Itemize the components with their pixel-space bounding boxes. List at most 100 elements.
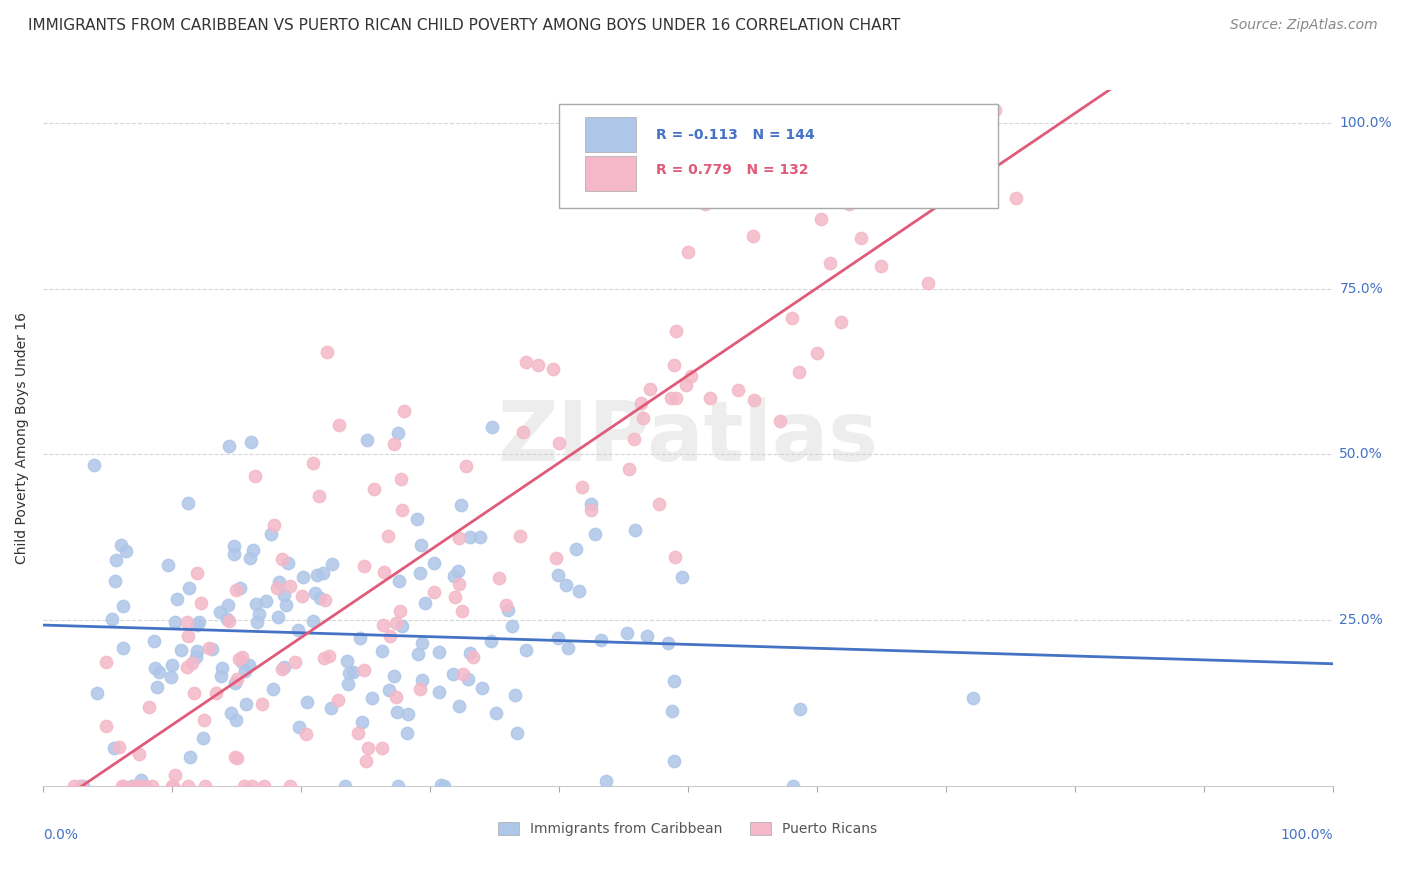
Point (384, 690, 406, 705)
Point (141, 779, 163, 793)
Point (124, 779, 146, 793)
Point (321, 557, 343, 571)
Point (515, 642, 537, 657)
Point (347, 726, 370, 740)
Point (187, 615, 209, 629)
Point (391, 503, 413, 517)
Point (423, 556, 446, 570)
Point (468, 529, 491, 543)
Point (591, 632, 613, 647)
Point (177, 779, 200, 793)
Point (273, 659, 295, 673)
Point (818, 256, 841, 270)
Point (163, 615, 186, 629)
Point (176, 659, 198, 673)
Point (451, 604, 474, 618)
Point (114, 544, 136, 558)
Point (423, 584, 446, 599)
Point (254, 593, 277, 607)
Point (291, 570, 314, 584)
Point (444, 590, 467, 604)
Point (183, 686, 205, 700)
Point (162, 779, 184, 793)
Point (266, 581, 288, 595)
Point (380, 630, 402, 644)
Point (454, 459, 477, 474)
Point (395, 726, 418, 740)
Point (463, 650, 485, 665)
Point (664, 324, 686, 338)
Point (585, 526, 607, 541)
Point (361, 691, 384, 706)
Point (373, 618, 395, 632)
Point (411, 635, 433, 649)
Point (389, 604, 412, 618)
Point (242, 543, 264, 558)
Point (186, 644, 208, 658)
Point (953, 106, 976, 120)
Point (681, 368, 703, 383)
Point (495, 598, 517, 612)
Point (657, 635, 679, 649)
Point (193, 713, 215, 727)
Point (377, 529, 399, 543)
Point (661, 704, 683, 718)
Point (385, 706, 408, 720)
Point (411, 673, 433, 687)
Point (427, 645, 450, 659)
Point (387, 426, 409, 441)
Point (675, 378, 697, 392)
Point (240, 779, 263, 793)
Point (789, 701, 811, 715)
Point (406, 511, 429, 525)
Point (742, 228, 765, 243)
FancyBboxPatch shape (585, 118, 637, 153)
Point (451, 667, 474, 681)
Point (554, 578, 576, 592)
Point (176, 615, 198, 629)
Point (218, 614, 240, 628)
Point (278, 578, 301, 592)
Point (232, 779, 254, 793)
Point (917, 276, 939, 290)
Point (409, 566, 432, 581)
Point (250, 697, 273, 711)
Point (240, 435, 263, 450)
Point (568, 584, 591, 599)
Point (253, 779, 276, 793)
Text: IMMIGRANTS FROM CARIBBEAN VS PUERTO RICAN CHILD POVERTY AMONG BOYS UNDER 16 CORR: IMMIGRANTS FROM CARIBBEAN VS PUERTO RICA… (28, 18, 900, 33)
Point (893, 148, 915, 162)
Point (664, 358, 686, 372)
Point (228, 651, 250, 665)
Point (166, 592, 188, 607)
Point (782, 779, 804, 793)
Point (373, 565, 395, 579)
Point (273, 588, 295, 602)
Point (541, 362, 564, 376)
Point (308, 489, 330, 503)
Point (148, 665, 170, 679)
Point (94, 655, 117, 669)
Point (624, 523, 647, 537)
Point (659, 391, 682, 405)
Point (180, 657, 202, 671)
Point (128, 747, 150, 761)
Point (217, 598, 239, 612)
Point (224, 676, 246, 690)
Point (449, 577, 471, 591)
Point (398, 706, 420, 721)
Text: 0.0%: 0.0% (44, 828, 77, 842)
Point (224, 750, 246, 764)
Point (295, 695, 318, 709)
Point (447, 699, 470, 714)
Point (378, 682, 401, 697)
Point (548, 435, 571, 450)
Point (471, 681, 494, 695)
Point (481, 420, 503, 434)
Point (177, 582, 200, 596)
Point (544, 551, 567, 566)
Point (267, 575, 290, 590)
Point (194, 779, 217, 793)
Point (209, 669, 232, 683)
Point (186, 566, 208, 581)
